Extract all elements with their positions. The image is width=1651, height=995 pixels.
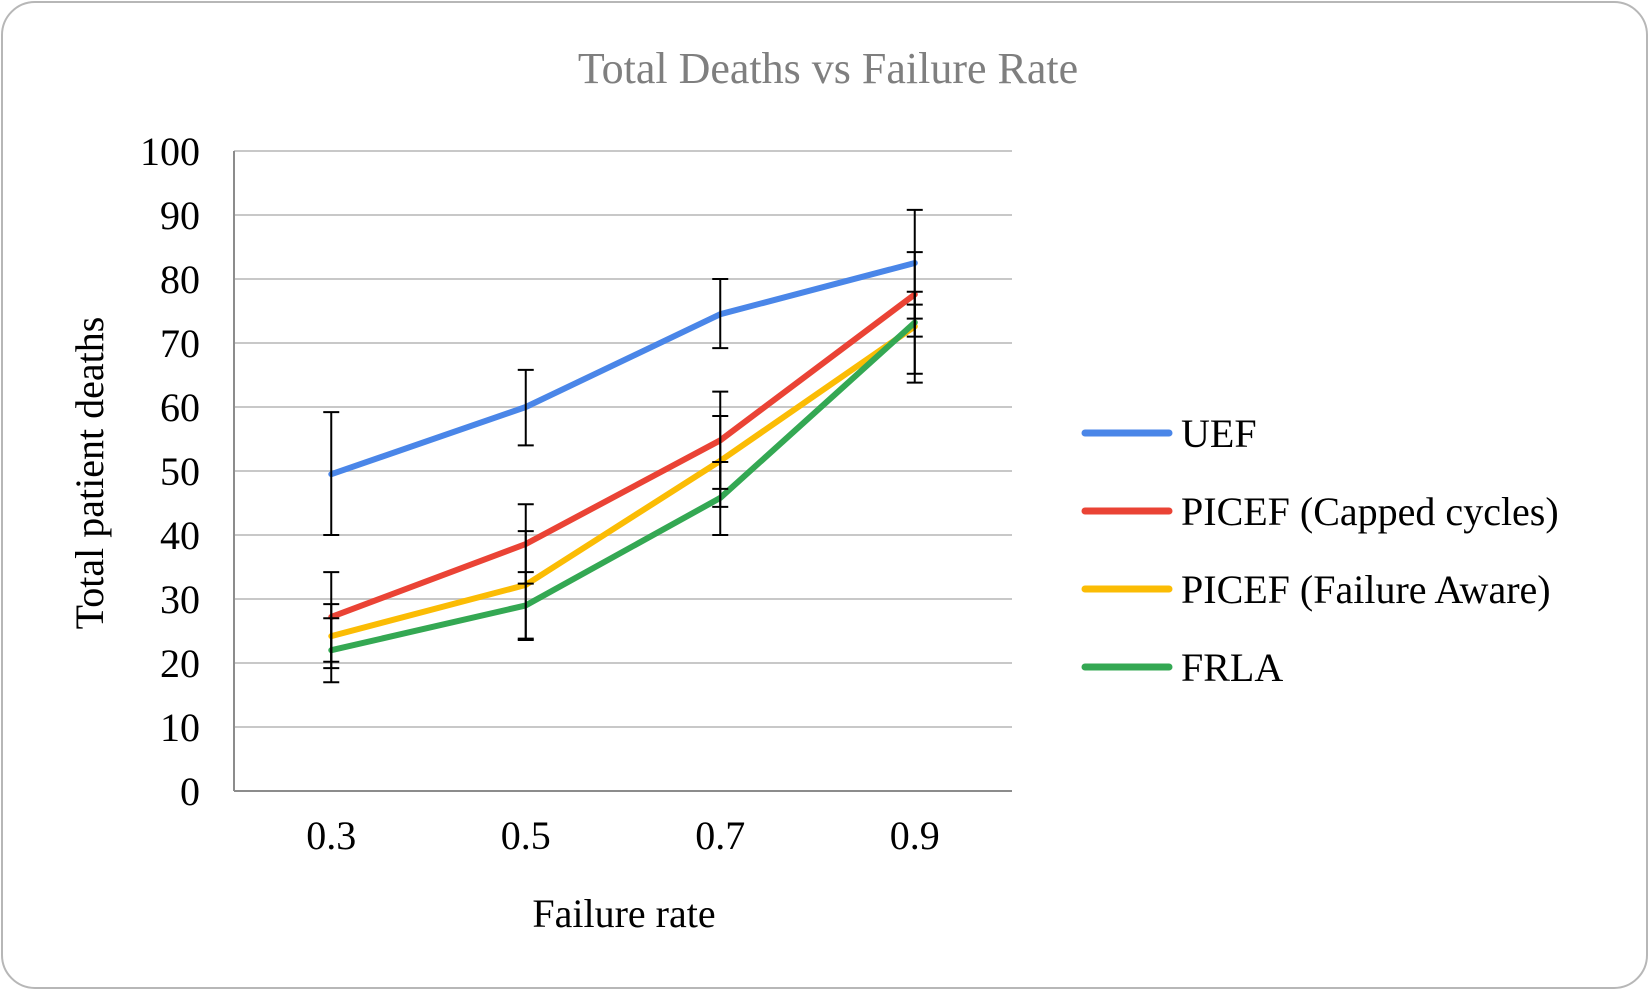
series-line-4 xyxy=(328,319,918,654)
error-bar-series-4 xyxy=(517,571,534,641)
legend-label: FRLA xyxy=(1181,645,1283,690)
legend-label: PICEF (Failure Aware) xyxy=(1181,567,1551,612)
y-tick-label: 60 xyxy=(160,385,200,430)
y-tick-label: 40 xyxy=(160,513,200,558)
y-tick-label: 90 xyxy=(160,193,200,238)
line-chart: Total Deaths vs Failure Rate 0 10 20 30 40 50… xyxy=(67,44,1559,936)
x-axis-tick-labels: 0.3 0.5 0.7 0.9 xyxy=(306,813,940,858)
y-axis-tick-labels: 0 10 20 30 40 50 60 70 80 90 100 xyxy=(140,129,200,814)
series-line-3 xyxy=(328,323,918,640)
gridlines xyxy=(234,150,1012,728)
axes xyxy=(233,151,1012,792)
error-bar-series-1 xyxy=(517,368,534,447)
error-bar-series-1 xyxy=(323,411,340,536)
y-tick-label: 20 xyxy=(160,641,200,686)
y-tick-label: 70 xyxy=(160,321,200,366)
x-axis-title: Failure rate xyxy=(532,891,715,936)
error-bar-series-1 xyxy=(712,278,729,350)
error-bars xyxy=(323,208,923,684)
y-tick-label: 80 xyxy=(160,257,200,302)
error-bar-series-4 xyxy=(906,303,923,384)
error-bar-series-4 xyxy=(323,617,340,684)
x-tick-label: 0.5 xyxy=(501,813,551,858)
y-tick-label: 100 xyxy=(140,129,200,174)
series-lines xyxy=(328,260,918,654)
series-line-2 xyxy=(328,291,918,620)
y-tick-label: 0 xyxy=(180,769,200,814)
error-bar-series-4 xyxy=(712,461,729,536)
legend-label: PICEF (Capped cycles) xyxy=(1181,489,1559,534)
x-tick-label: 0.3 xyxy=(306,813,356,858)
y-tick-label: 50 xyxy=(160,449,200,494)
legend-label: UEF xyxy=(1181,411,1257,456)
x-tick-label: 0.9 xyxy=(890,813,940,858)
x-tick-label: 0.7 xyxy=(695,813,745,858)
legend: UEF PICEF (Capped cycles) PICEF (Failure A… xyxy=(1081,411,1559,690)
y-tick-label: 30 xyxy=(160,577,200,622)
chart-title: Total Deaths vs Failure Rate xyxy=(578,44,1078,93)
series-line-1 xyxy=(328,260,918,478)
y-axis-title: Total patient deaths xyxy=(67,317,112,630)
y-tick-label: 10 xyxy=(160,705,200,750)
